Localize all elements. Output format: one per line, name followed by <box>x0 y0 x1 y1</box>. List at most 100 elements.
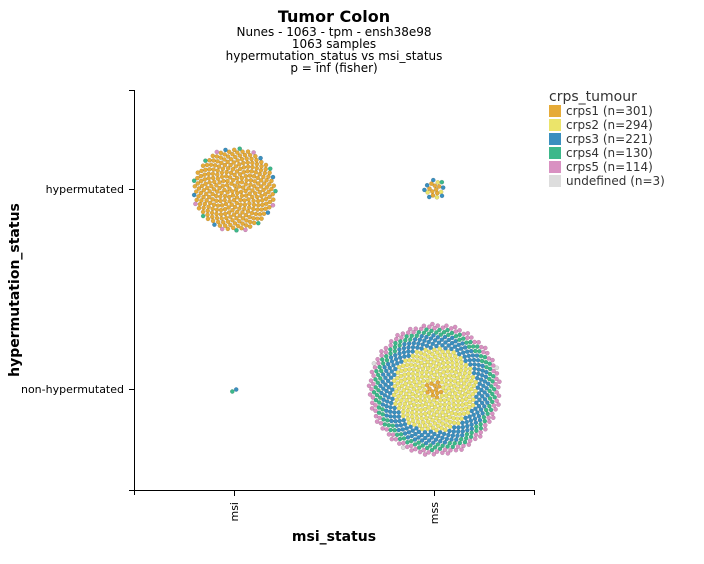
dot-crps5 <box>372 365 378 370</box>
dot-crps4 <box>445 327 450 333</box>
dot-crps3 <box>484 369 489 375</box>
dot-crps2 <box>463 396 469 402</box>
dot-crps3 <box>388 414 393 419</box>
dot-crps2 <box>437 418 442 424</box>
dot-crps2 <box>431 397 437 403</box>
dot-crps2 <box>404 385 410 391</box>
dot-crps3 <box>424 182 430 188</box>
dot-crps4 <box>470 344 476 349</box>
dot-crps2 <box>417 385 422 391</box>
dot-crps1 <box>226 194 232 200</box>
dot-crps4 <box>440 443 445 449</box>
dot-crps1 <box>251 183 257 189</box>
dot-crps4 <box>441 329 447 335</box>
dot-crps4 <box>390 423 396 428</box>
dot-crps2 <box>419 360 424 366</box>
dot-crps3 <box>378 383 383 389</box>
dot-crps3 <box>460 428 466 434</box>
dot-crps2 <box>393 401 398 407</box>
dot-crps3 <box>388 381 394 387</box>
dot-crps2 <box>449 394 455 400</box>
dot-crps1 <box>211 167 216 172</box>
dot-crps1 <box>242 198 247 203</box>
dot-crps4 <box>398 339 403 344</box>
dot-crps4 <box>491 373 496 379</box>
dot-crps1 <box>221 178 226 184</box>
dot-crps1 <box>239 193 245 199</box>
dot-crps3 <box>415 345 420 350</box>
dot-crps5 <box>452 324 458 330</box>
dot-crps2 <box>414 407 420 413</box>
dot-crps3 <box>456 425 461 430</box>
dot-crps2 <box>419 390 424 396</box>
dot-crps1 <box>201 194 206 200</box>
dot-crps2 <box>422 357 427 362</box>
dot-crps3 <box>397 418 402 424</box>
dot-crps2 <box>396 386 402 391</box>
dot-crps3 <box>406 429 412 435</box>
dot-crps4 <box>468 339 473 345</box>
dot-crps2 <box>391 378 397 384</box>
dot-crps1 <box>222 162 228 168</box>
dot-crps2 <box>467 404 472 410</box>
dot-crps2 <box>414 389 420 394</box>
dot-crps3 <box>483 374 489 380</box>
dot-crps1 <box>218 198 223 204</box>
dot-crps1 <box>251 202 257 208</box>
dot-crps4 <box>420 443 426 448</box>
dot-crps2 <box>445 368 450 374</box>
dot-crps2 <box>396 364 402 370</box>
dot-crps2 <box>431 412 437 417</box>
dot-crps3 <box>419 333 425 339</box>
dot-crps5 <box>408 443 414 449</box>
dot-crps2 <box>455 375 461 381</box>
dot-crps3 <box>476 413 482 419</box>
dot-crps3 <box>402 341 407 347</box>
dot-crps2 <box>395 381 401 386</box>
dot-crps1 <box>246 186 251 191</box>
dot-crps1 <box>220 219 226 225</box>
dot-crps5 <box>469 335 474 340</box>
dot-crps1 <box>238 197 243 203</box>
dot-crps2 <box>411 367 416 372</box>
chart-subtitle-3: hypermutation_status vs msi_status <box>226 49 443 63</box>
y-tick-label-non-hypermutated: non-hypermutated <box>21 383 124 396</box>
dot-crps1 <box>201 205 206 211</box>
dot-crps2 <box>428 362 433 368</box>
dot-crps2 <box>412 363 418 368</box>
dot-crps5 <box>483 427 488 432</box>
dot-crps2 <box>425 419 431 424</box>
dot-crps1 <box>429 181 434 186</box>
dot-crps3 <box>475 385 481 390</box>
dot-crps1 <box>250 164 255 170</box>
dot-crps1 <box>261 211 267 217</box>
x-axis-title: msi_status <box>292 529 376 545</box>
dot-crps2 <box>450 388 455 393</box>
dot-crps2 <box>416 364 422 369</box>
dot-crps3 <box>468 348 474 354</box>
dot-crps2 <box>403 367 408 373</box>
dot-crps1 <box>222 157 227 162</box>
dot-crps4 <box>490 379 495 384</box>
dot-crps4 <box>380 412 386 417</box>
dot-crps2 <box>423 415 429 421</box>
dot-crps5 <box>494 376 499 382</box>
dot-crps3 <box>474 400 479 406</box>
dot-crps5 <box>467 438 473 444</box>
dot-crps2 <box>403 381 408 387</box>
dot-crps2 <box>418 355 424 360</box>
dot-crps1 <box>259 163 264 169</box>
dot-crps2 <box>418 407 424 413</box>
dot-crps5 <box>417 449 423 455</box>
dot-crps1 <box>234 215 239 221</box>
dot-crps3 <box>391 362 396 368</box>
dot-crps1 <box>239 156 245 162</box>
legend-label-undefined: undefined (n=3) <box>566 174 665 188</box>
dot-crps3 <box>389 359 395 364</box>
dot-crps4 <box>457 332 463 338</box>
dot-crps1 <box>246 205 252 210</box>
dot-crps1 <box>215 159 220 164</box>
dot-crps3 <box>402 422 408 427</box>
dot-crps1 <box>247 214 252 220</box>
dot-crps3 <box>380 372 386 377</box>
